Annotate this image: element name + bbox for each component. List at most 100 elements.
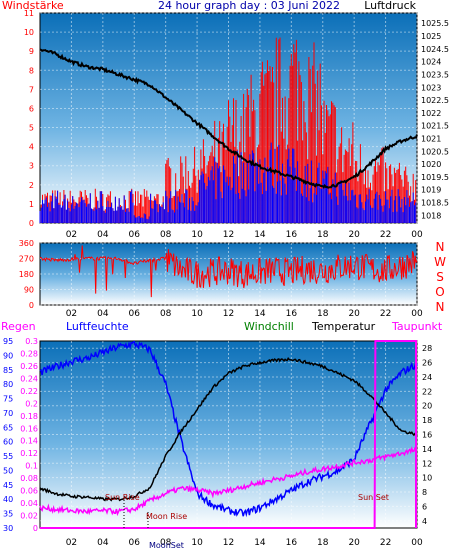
temp-xtick-06: 06: [129, 538, 141, 548]
temp-xtick-10: 10: [191, 538, 203, 548]
pressure-ytick-1023.5: 1023.5: [421, 70, 449, 79]
pressure-ytick-1024.5: 1024.5: [421, 45, 449, 54]
humidity-ytick-55: 55: [3, 452, 13, 461]
temp-xtick-18: 18: [317, 538, 329, 548]
pressure-ytick-1024: 1024: [421, 58, 441, 67]
temp-ytick-18: 18: [422, 416, 432, 425]
wind-ytick-0: 0: [29, 219, 34, 228]
dir-xtick-04: 04: [97, 309, 109, 319]
pressure-ytick-1023: 1023: [421, 83, 441, 92]
humidity-ytick-75: 75: [3, 395, 13, 404]
moon-set-label: MoonSet: [149, 541, 184, 550]
legend-temperatur: Temperatur: [311, 320, 376, 333]
wind-xtick-04: 04: [97, 230, 109, 240]
wind-avg-bars: [39, 142, 417, 223]
pressure-ytick-1025: 1025: [421, 32, 441, 41]
temp-xtick-20: 20: [348, 538, 360, 548]
wind-xtick-18: 18: [317, 230, 329, 240]
dir-xtick-00: 00: [411, 309, 423, 319]
wind-direction-line: [39, 245, 418, 298]
humidity-ytick-85: 85: [3, 366, 13, 375]
wind-ytick-5: 5: [29, 124, 34, 133]
temp-ytick-10: 10: [422, 474, 432, 483]
legend-windchill: Windchill: [244, 320, 294, 333]
rain-ytick-0.26: 0.26: [20, 362, 38, 371]
temp-ytick-28: 28: [422, 344, 432, 353]
temp-ytick-22: 22: [422, 387, 432, 396]
pressure-ytick-1019: 1019: [421, 186, 441, 195]
wind-xtick-02: 02: [66, 230, 77, 240]
rain-ytick-0.3: 0.3: [25, 337, 38, 346]
temp-ytick-12: 12: [422, 459, 432, 468]
wind-xtick-12: 12: [223, 230, 234, 240]
pressure-ytick-1021: 1021: [421, 134, 441, 143]
dir-xtick-14: 14: [254, 309, 266, 319]
rain-ytick-0.12: 0.12: [20, 449, 38, 458]
humidity-ytick-90: 90: [3, 351, 13, 360]
dir-xtick-22: 22: [380, 309, 391, 319]
wind-ytick-2: 2: [29, 181, 34, 190]
dir-ytick-270: 270: [19, 255, 34, 264]
wind-xtick-08: 08: [160, 230, 172, 240]
humidity-ytick-70: 70: [3, 409, 13, 418]
wind-ytick-3: 3: [29, 162, 34, 171]
humidity-ytick-40: 40: [3, 495, 13, 504]
temp-ytick-14: 14: [422, 445, 432, 454]
rain-ytick-0.14: 0.14: [20, 437, 38, 446]
temp-xtick-14: 14: [254, 538, 266, 548]
temp-ytick-26: 26: [422, 359, 432, 368]
dir-ytick-0: 0: [29, 301, 34, 310]
compass-label-w: W: [434, 255, 446, 269]
sun-set-label: Sun Set: [358, 493, 389, 502]
dir-xtick-06: 06: [129, 309, 141, 319]
humidity-ytick-45: 45: [3, 481, 13, 490]
wind-ytick-8: 8: [29, 66, 34, 75]
pressure-ytick-1022.5: 1022.5: [421, 96, 449, 105]
wind-ytick-7: 7: [29, 85, 34, 94]
chart-title: 24 hour graph day : 03 Juni 2022: [158, 0, 340, 12]
wind-ytick-9: 9: [29, 47, 34, 56]
temp-ytick-6: 6: [422, 502, 427, 511]
humidity-ytick-60: 60: [3, 438, 13, 447]
rain-ytick-0.2: 0.2: [25, 399, 38, 408]
humidity-ytick-35: 35: [3, 510, 13, 519]
temp-xtick-02: 02: [66, 538, 77, 548]
rain-ytick-0.18: 0.18: [20, 412, 38, 421]
temp-xtick-16: 16: [286, 538, 298, 548]
wind-ytick-4: 4: [29, 143, 34, 152]
pressure-ytick-1018: 1018: [421, 211, 441, 220]
rain-ytick-0.08: 0.08: [20, 474, 38, 483]
wind-xtick-20: 20: [348, 230, 360, 240]
legend-taupunkt: Taupunkt: [391, 320, 443, 333]
rain-ytick-0: 0: [33, 524, 38, 533]
compass-label-o: O: [435, 285, 444, 299]
temp-xtick-22: 22: [380, 538, 391, 548]
compass-label-s: S: [436, 270, 444, 284]
temp-xtick-12: 12: [223, 538, 234, 548]
compass-label-n-top: N: [436, 240, 445, 254]
temp-ytick-24: 24: [422, 373, 432, 382]
temp-ytick-4: 4: [422, 517, 427, 526]
dir-xtick-10: 10: [191, 309, 203, 319]
compass-label-n-bottom: N: [436, 300, 445, 314]
humidity-ytick-50: 50: [3, 466, 13, 475]
temp-ytick-16: 16: [422, 431, 432, 440]
temperature-line: [39, 356, 418, 502]
pressure-ytick-1021.5: 1021.5: [421, 122, 449, 131]
pressure-ytick-1020.5: 1020.5: [421, 147, 449, 156]
dir-xtick-18: 18: [317, 309, 329, 319]
moon-rise-label: Moon Rise: [146, 512, 187, 521]
wind-xtick-16: 16: [286, 230, 298, 240]
sun-rise-label: Sun Rise: [105, 493, 140, 502]
dewpoint-line: [39, 446, 418, 517]
rain-ytick-0.1: 0.1: [25, 462, 38, 471]
pressure-ytick-1022: 1022: [421, 109, 441, 118]
humidity-ytick-95: 95: [3, 337, 13, 346]
temp-xtick-00: 00: [411, 538, 423, 548]
temp-xtick-08: 08: [160, 538, 172, 548]
pressure-line: [39, 48, 418, 190]
rain-ytick-0.06: 0.06: [20, 487, 38, 496]
humidity-ytick-30: 30: [3, 524, 13, 533]
rain-ytick-0.16: 0.16: [20, 424, 38, 433]
